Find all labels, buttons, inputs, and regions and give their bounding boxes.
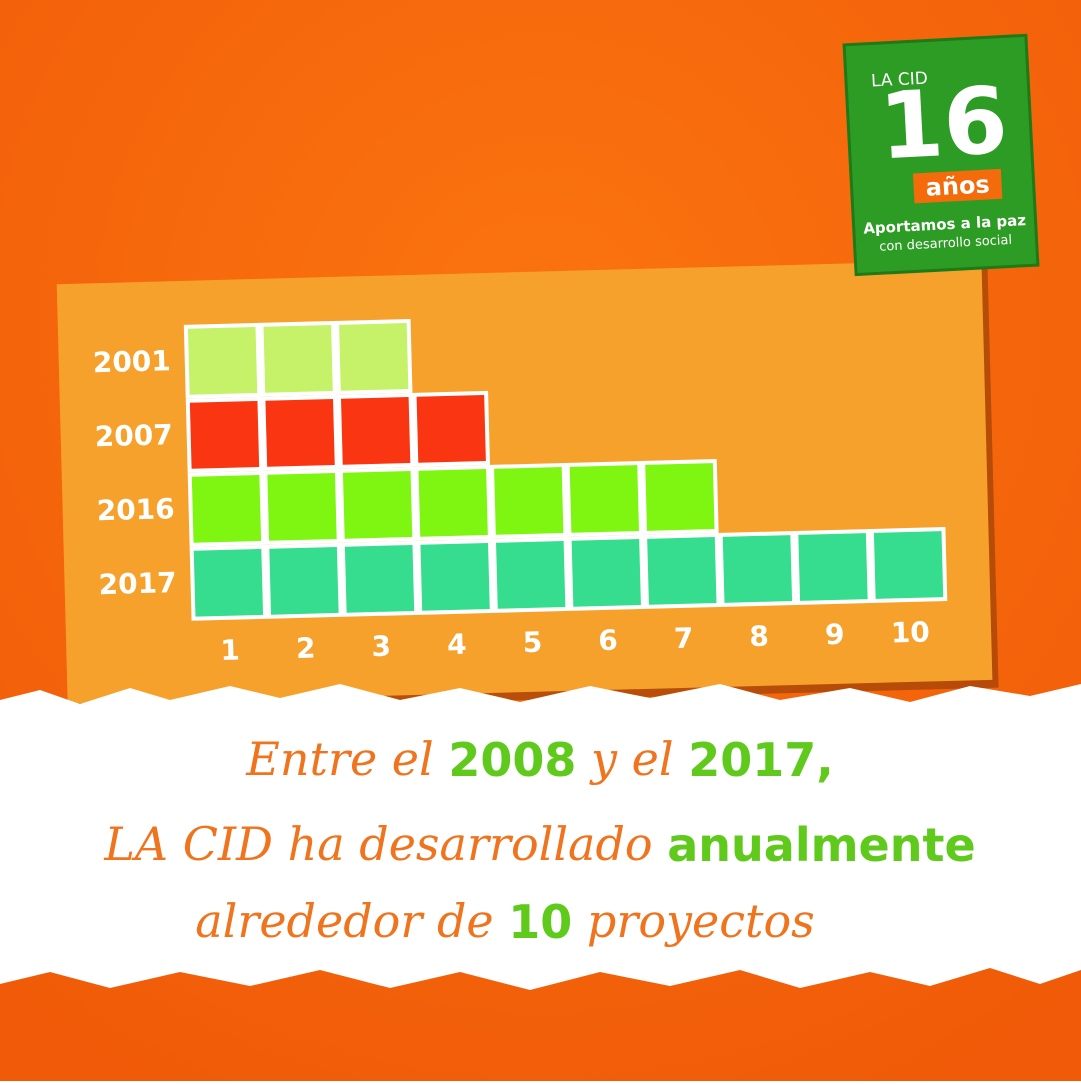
bar-cell bbox=[873, 531, 944, 599]
caption-highlight: 10 bbox=[508, 895, 572, 949]
bar-cell bbox=[263, 325, 333, 393]
x-tick-label: 1 bbox=[220, 634, 240, 667]
bar-cell bbox=[571, 539, 641, 607]
bar-cell bbox=[722, 535, 793, 603]
x-tick-label: 3 bbox=[371, 630, 391, 663]
bar bbox=[183, 318, 413, 399]
x-tick-label: 7 bbox=[673, 622, 693, 655]
bar-cell bbox=[569, 465, 639, 533]
bar-cell bbox=[265, 398, 335, 467]
x-tick-label: 9 bbox=[825, 618, 845, 651]
bar-cell bbox=[494, 467, 564, 535]
caption-line: LA CID ha desarrollado anualmente bbox=[103, 817, 975, 872]
bar-cell bbox=[187, 327, 258, 395]
bar bbox=[187, 458, 719, 547]
bar-cell bbox=[191, 474, 262, 543]
torn-paper bbox=[0, 684, 1081, 990]
y-tick-label: 2007 bbox=[94, 418, 173, 453]
caption-text: Entre el bbox=[245, 732, 448, 786]
badge-brand: LA CID bbox=[871, 69, 929, 92]
bar-cell bbox=[798, 533, 868, 601]
badge-number: 16 bbox=[877, 67, 1010, 181]
bar bbox=[189, 527, 948, 621]
caption-highlight: 2017, bbox=[688, 733, 834, 787]
y-tick-label: 2016 bbox=[96, 492, 175, 527]
bar-cell bbox=[339, 323, 409, 391]
plot: 2001 2007 2016 2017 1 2 3 4 5 6 7 8 9 10 bbox=[92, 318, 948, 667]
bar-cell bbox=[344, 544, 415, 613]
caption-line: alrededor de 10 proyectos bbox=[195, 894, 815, 949]
bar-cell bbox=[341, 397, 411, 465]
caption-text: LA CID ha desarrollado bbox=[103, 817, 667, 871]
badge-line2: con desarrollo social bbox=[879, 233, 1013, 255]
bar-cell bbox=[193, 548, 264, 617]
x-tick-label: 10 bbox=[890, 615, 930, 649]
y-tick-label: 2017 bbox=[98, 566, 177, 601]
caption-highlight: 2008 bbox=[448, 733, 576, 787]
bar bbox=[185, 390, 490, 473]
x-tick-label: 4 bbox=[447, 628, 467, 661]
caption: Entre el 2008 y el 2017, LA CID ha desarr… bbox=[103, 732, 975, 949]
badge-box bbox=[842, 33, 1040, 277]
bar-cell bbox=[496, 541, 566, 609]
x-tick-label: 6 bbox=[598, 624, 618, 657]
bar-cell bbox=[418, 469, 488, 537]
bar-cell bbox=[416, 395, 486, 463]
badge-unit-bg bbox=[912, 168, 1003, 204]
bar-cell bbox=[269, 546, 339, 615]
bar-cell bbox=[645, 463, 715, 531]
x-tick-label: 5 bbox=[522, 626, 542, 659]
caption-highlight: anualmente bbox=[667, 818, 975, 872]
chart-panel: 2001 2007 2016 2017 1 2 3 4 5 6 7 8 9 10 bbox=[56, 259, 999, 712]
caption-text: y el bbox=[576, 732, 688, 786]
bar-cell bbox=[267, 472, 337, 541]
x-tick-label: 2 bbox=[296, 632, 316, 665]
caption-line: Entre el 2008 y el 2017, bbox=[245, 732, 833, 787]
badge: LA CID 16 años Aportamos a la paz con de… bbox=[842, 33, 1040, 277]
bar-outline bbox=[185, 390, 490, 473]
caption-text: alrededor de bbox=[195, 894, 508, 948]
bar-cell bbox=[189, 400, 260, 469]
bar-cell bbox=[420, 542, 490, 611]
y-tick-label: 2001 bbox=[92, 344, 171, 379]
x-tick-label: 8 bbox=[749, 620, 769, 653]
badge-unit: años bbox=[925, 170, 990, 201]
bar-cell bbox=[342, 470, 413, 539]
caption-text: proyectos bbox=[572, 894, 815, 948]
bar-cell bbox=[647, 537, 717, 605]
